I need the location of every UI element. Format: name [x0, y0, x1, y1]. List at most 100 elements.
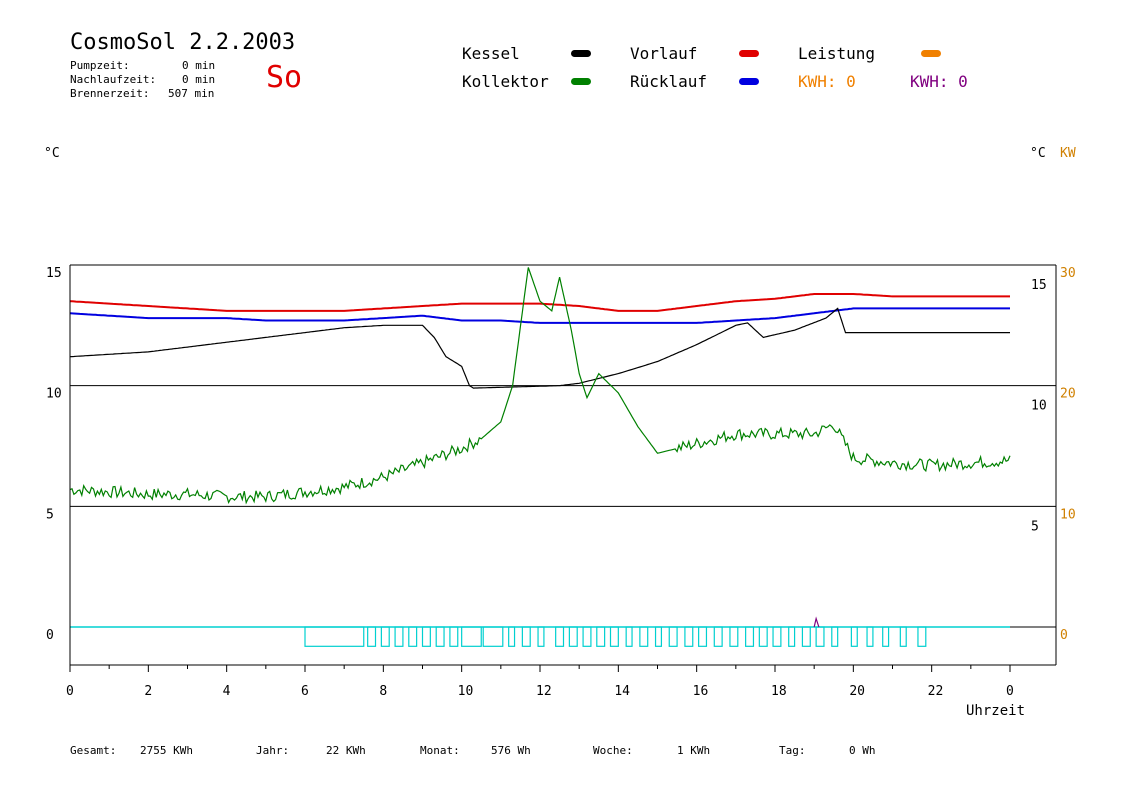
x-tick-label: 10 — [458, 684, 474, 699]
legend-ruecklauf-label: Rücklauf — [630, 72, 708, 91]
legend-ruecklauf-swatch — [739, 78, 759, 85]
weekday-label: So — [266, 60, 303, 95]
monat-label: Monat: — [420, 744, 460, 757]
legend-kwh-purple: KWH: 0 — [910, 72, 968, 91]
legend-kwh-leistung: KWH: 0 — [798, 72, 856, 91]
left-axis-unit: °C — [44, 146, 60, 161]
right-c-tick-label: 5 — [1031, 519, 1039, 534]
left-tick-label: 0 — [46, 628, 54, 643]
legend-vorlauf-swatch — [739, 50, 759, 57]
pump-bar — [625, 626, 633, 647]
legend-vorlauf-label: Vorlauf — [630, 44, 698, 63]
pump-bar — [408, 626, 418, 647]
app-title: CosmoSol 2.2.2003 — [70, 30, 296, 55]
right-kw-tick-label: 30 — [1060, 266, 1076, 281]
pump-bar — [555, 626, 565, 647]
pump-bar — [899, 626, 907, 647]
series-line-kollektor — [69, 267, 1011, 505]
x-tick-label: 0 — [66, 684, 74, 699]
x-tick-label: 16 — [693, 684, 709, 699]
legend-kessel-label: Kessel — [462, 44, 520, 63]
pump-bar — [882, 626, 890, 647]
x-tick-label: 4 — [223, 684, 231, 699]
pump-bar — [367, 626, 377, 647]
purple-spike — [813, 616, 820, 628]
nachlaufzeit-value: 0 min — [182, 73, 216, 86]
pump-bar — [850, 626, 858, 647]
pump-bar — [729, 626, 739, 647]
pump-bar — [758, 626, 768, 647]
pump-bar — [435, 626, 445, 647]
pump-bar — [654, 626, 663, 647]
pump-bar — [596, 626, 606, 647]
tag-label: Tag: — [779, 744, 806, 757]
gesamt-value: 2755 KWh — [140, 744, 193, 757]
pump-bar — [521, 626, 531, 647]
chart-grid — [70, 264, 1056, 628]
brennerzeit-value: 507 min — [168, 87, 215, 100]
x-tick-label: 8 — [379, 684, 387, 699]
axis-labels: 15 10 5 0 15 10 5 30 20 10 0 0 2 4 6 8 10 12 14 16 18 20 22 0 Uh… — [46, 266, 1076, 719]
pump-bar — [568, 626, 578, 647]
pump-bar — [831, 626, 839, 647]
pump-bar — [745, 626, 755, 647]
pump-bar — [866, 626, 874, 647]
pump-bar — [482, 626, 504, 647]
pump-bar — [684, 626, 694, 647]
pump-bar — [801, 626, 811, 647]
pump-bar — [304, 626, 365, 647]
woche-value: 1 KWh — [677, 744, 711, 757]
pump-bar — [461, 626, 482, 647]
right-kw-tick-label: 20 — [1060, 387, 1076, 402]
series-line-vorlauf — [69, 293, 1010, 312]
right-kw-tick-label: 0 — [1060, 628, 1068, 643]
pump-bar — [815, 626, 825, 647]
right-kw-tick-label: 10 — [1060, 507, 1076, 522]
tag-value: 0 Wh — [849, 744, 876, 757]
x-axis-label: Uhrzeit — [966, 703, 1025, 719]
pump-bar — [772, 626, 782, 647]
right-axis-unit-kw: KW — [1060, 146, 1076, 161]
legend-kollektor-label: Kollektor — [462, 72, 549, 91]
pump-bar — [698, 626, 708, 647]
gesamt-label: Gesamt: — [70, 744, 117, 757]
legend-leistung-swatch — [921, 50, 941, 57]
pump-bar — [609, 626, 619, 647]
legend-leistung-label: Leistung — [798, 44, 876, 63]
pump-bar — [508, 626, 516, 647]
pump-bar — [917, 626, 927, 647]
x-tick-label: 0 — [1006, 684, 1014, 699]
pump-bar — [537, 626, 545, 647]
right-axis-unit-c: °C — [1030, 146, 1046, 161]
x-tick-label: 18 — [771, 684, 787, 699]
legend-kollektor-swatch — [571, 78, 591, 85]
x-tick-label: 22 — [928, 684, 944, 699]
x-tick-label: 14 — [614, 684, 630, 699]
pump-bar — [713, 626, 723, 647]
right-c-tick-label: 15 — [1031, 278, 1047, 293]
pump-bar — [582, 626, 592, 647]
x-tick-label: 6 — [301, 684, 309, 699]
pump-bar — [380, 626, 390, 647]
pump-bar — [668, 626, 678, 647]
x-tick-label: 20 — [849, 684, 865, 699]
left-tick-label: 10 — [46, 387, 62, 402]
right-c-tick-label: 10 — [1031, 399, 1047, 414]
brennerzeit-label: Brennerzeit: — [70, 87, 150, 100]
pumpzeit-label: Pumpzeit: — [70, 59, 130, 72]
pump-runtime-bars — [70, 626, 1010, 647]
nachlaufzeit-label: Nachlaufzeit: — [70, 73, 157, 86]
x-tick-label: 12 — [536, 684, 552, 699]
pump-bar — [394, 626, 404, 647]
chart-axes — [69, 265, 1057, 672]
jahr-value: 22 KWh — [326, 744, 366, 757]
monat-value: 576 Wh — [491, 744, 531, 757]
left-tick-label: 15 — [46, 266, 62, 281]
pumpzeit-value: 0 min — [182, 59, 216, 72]
woche-label: Woche: — [593, 744, 633, 757]
jahr-label: Jahr: — [256, 744, 290, 757]
series-lines — [69, 267, 1011, 628]
pump-bar — [421, 626, 431, 647]
x-tick-label: 2 — [144, 684, 152, 699]
